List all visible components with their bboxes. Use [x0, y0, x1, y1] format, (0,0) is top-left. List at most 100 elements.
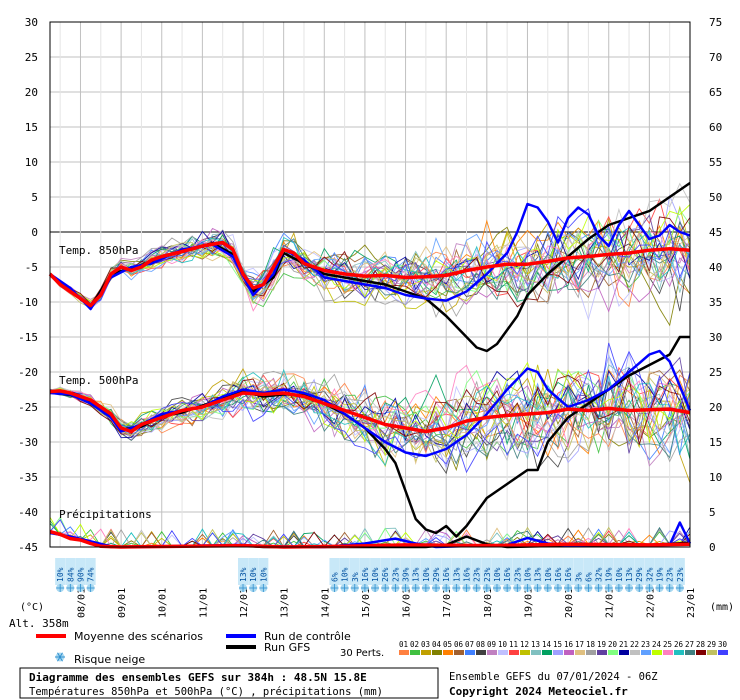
- right-tick-label: 75: [709, 16, 722, 29]
- snow-risk-box: [583, 558, 594, 585]
- right-tick-label: 15: [709, 436, 722, 449]
- member-number: 21: [619, 640, 628, 649]
- snow-risk-value: 16%: [442, 567, 451, 582]
- member-swatch: [443, 650, 453, 655]
- left-tick-label: 30: [25, 16, 38, 29]
- left-tick-label: 0: [31, 226, 38, 239]
- snow-risk-value: 10%: [56, 567, 65, 582]
- legend-perts-label: 30 Perts.: [340, 648, 384, 659]
- right-tick-label: 70: [709, 51, 722, 64]
- member-number: 20: [608, 640, 618, 649]
- member-swatch: [421, 650, 431, 655]
- right-tick-label: 0: [709, 541, 716, 554]
- member-swatch: [630, 650, 640, 655]
- snow-risk-value: 10%: [371, 567, 380, 582]
- snow-risk-box: [471, 558, 482, 585]
- right-tick-label: 45: [709, 226, 722, 239]
- snow-risk-value: 32%: [595, 567, 604, 582]
- left-tick-label: 20: [25, 86, 38, 99]
- member-number: 05: [443, 640, 452, 649]
- snow-risk-value: 13%: [452, 567, 461, 582]
- member-line-t500: [49, 371, 691, 466]
- member-swatch: [553, 650, 563, 655]
- member-swatch: [597, 650, 607, 655]
- snow-risk-value: 90%: [76, 567, 85, 582]
- snow-risk-value: 19%: [605, 567, 614, 582]
- date-tick-label: 09/01: [117, 588, 128, 618]
- member-swatch: [487, 650, 497, 655]
- copyright: Copyright 2024 Meteociel.fr: [449, 685, 628, 698]
- snow-risk-box: [65, 558, 76, 585]
- snow-risk-box: [593, 558, 604, 585]
- member-number: 07: [465, 640, 474, 649]
- date-tick-label: 22/01: [645, 588, 656, 618]
- member-number: 01: [399, 640, 408, 649]
- snowflake-icon: [564, 584, 573, 592]
- member-number: 13: [531, 640, 540, 649]
- snow-risk-value: 32%: [645, 567, 654, 582]
- member-number: 24: [652, 640, 662, 649]
- altitude-label: Alt. 358m: [9, 617, 69, 630]
- snow-risk-value: 29%: [635, 567, 644, 582]
- right-tick-label: 25: [709, 366, 722, 379]
- snow-risk-value: 13%: [412, 567, 421, 582]
- legend-mean-label: Moyenne des scénarios: [74, 630, 203, 643]
- snow-risk-box: [420, 558, 431, 585]
- right-tick-label: 55: [709, 156, 722, 169]
- left-axis-unit: (°C): [20, 602, 44, 613]
- snow-risk-box: [532, 558, 543, 585]
- snowflake-icon: [55, 652, 65, 662]
- date-tick-label: 16/01: [402, 588, 413, 618]
- snow-risk-value: 23%: [666, 567, 675, 582]
- member-swatch: [575, 650, 585, 655]
- snow-risk-value: 6%: [330, 572, 339, 582]
- member-line-t500: [49, 370, 691, 463]
- member-line-t500: [49, 374, 691, 464]
- member-swatch: [564, 650, 574, 655]
- panel-label-precip: Précipitations: [59, 508, 152, 521]
- member-number: 14: [542, 640, 552, 649]
- plot-frame: [49, 21, 691, 548]
- snowflake-icon: [411, 584, 420, 592]
- snow-risk-value: 10%: [493, 567, 502, 582]
- member-swatch: [663, 650, 673, 655]
- member-line-t500: [49, 342, 691, 474]
- snow-risk-value: 10%: [249, 567, 258, 582]
- snow-risk-box: [613, 558, 624, 585]
- left-tick-label: 25: [25, 51, 38, 64]
- snowflake-icon: [249, 584, 258, 592]
- footer-box: [19, 667, 439, 699]
- snow-risk-row: 10% 84% 90% 74% 13% 10% 10% 6% 10% 3% 16% 10% 26% 23%…: [55, 558, 685, 592]
- snow-risk-value: 3%: [351, 572, 360, 582]
- date-tick-label: 10/01: [158, 588, 169, 618]
- member-line-t850: [49, 227, 691, 313]
- snow-risk-value: 10%: [523, 567, 532, 582]
- run-info: Ensemble GEFS du 07/01/2024 - 06Z: [449, 671, 658, 683]
- member-line-t500: [49, 375, 691, 445]
- member-swatch: [685, 650, 695, 655]
- member-number: 04: [432, 640, 442, 649]
- member-number: 19: [597, 640, 606, 649]
- snow-risk-value: 10%: [615, 567, 624, 582]
- snow-risk-box: [491, 558, 502, 585]
- left-tick-label: -20: [18, 366, 38, 379]
- snow-risk-box: [85, 558, 96, 585]
- member-number: 16: [564, 640, 574, 649]
- snow-risk-value: 16%: [554, 567, 563, 582]
- member-line-t850: [49, 233, 691, 305]
- date-tick-label: 19/01: [523, 588, 534, 618]
- member-number: 22: [630, 640, 639, 649]
- snowflake-icon: [56, 584, 65, 592]
- chart-title: Diagramme des ensembles GEFS sur 384h : …: [29, 671, 367, 684]
- snow-risk-box: [644, 558, 655, 585]
- snow-risk-box: [359, 558, 370, 585]
- member-swatch: [696, 650, 706, 655]
- snowflake-icon: [594, 584, 603, 592]
- snow-risk-box: [461, 558, 472, 585]
- snow-risk-box: [390, 558, 401, 585]
- snow-risk-value: 13%: [239, 567, 248, 582]
- right-tick-label: 10: [709, 471, 722, 484]
- series-t500-line: [49, 349, 692, 458]
- series-t500-line: [49, 389, 691, 434]
